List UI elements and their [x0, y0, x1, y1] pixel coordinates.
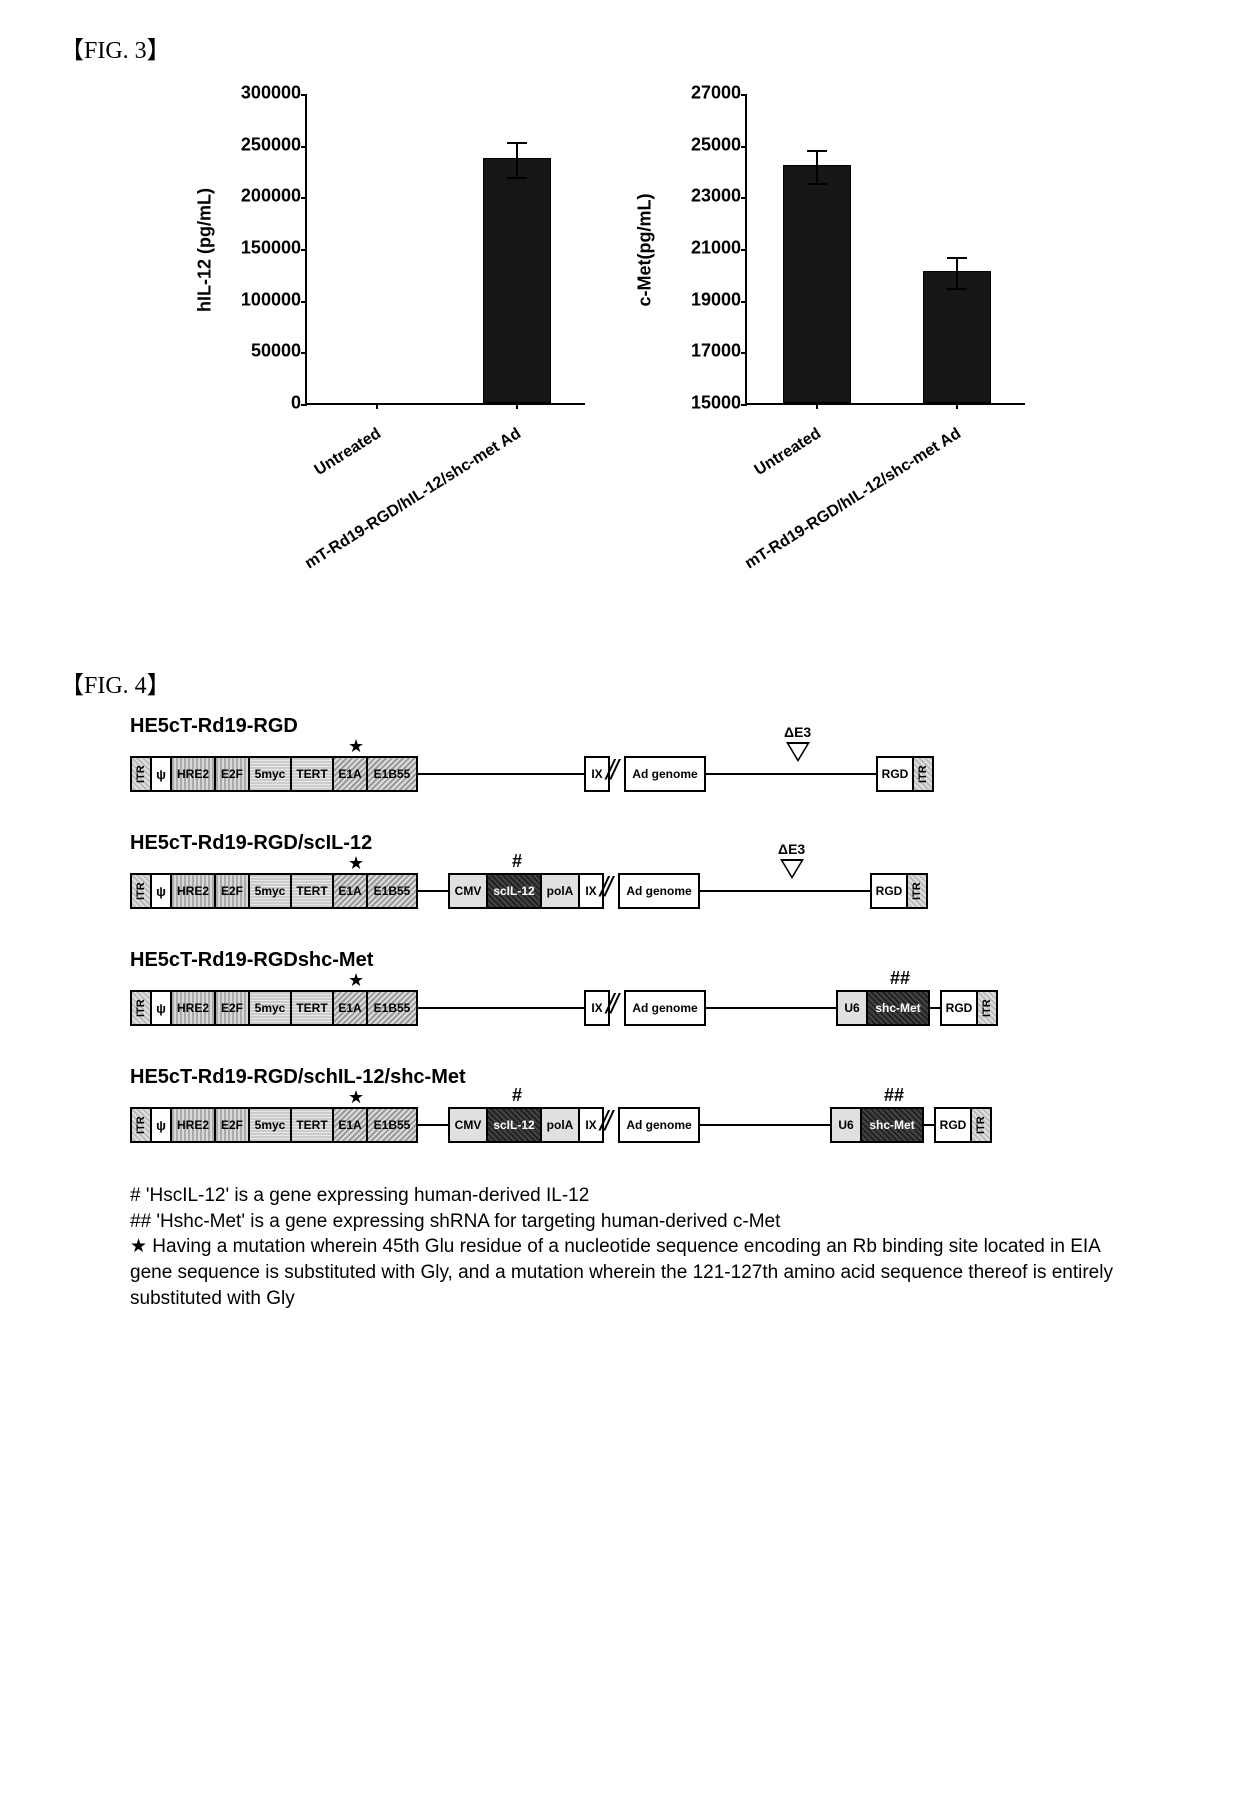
fig4-constructs: HE5cT-Rd19-RGDITRψHRE2E2F5mycTERTE1A★E1B…: [60, 715, 1180, 1155]
chart-hil12: 050000100000150000200000250000300000hIL-…: [185, 85, 605, 605]
fig3-label: 【FIG. 3】: [60, 30, 1180, 65]
chart-cmet: 15000170001900021000230002500027000c-Met…: [635, 85, 1055, 605]
footnote-line: # 'HscIL-12' is a gene expressing human-…: [130, 1183, 1140, 1209]
footnote-line: ★ Having a mutation wherein 45th Glu res…: [130, 1234, 1140, 1311]
footnote-line: ## 'Hshc-Met' is a gene expressing shRNA…: [130, 1209, 1140, 1235]
fig4-label: 【FIG. 4】: [60, 665, 1180, 700]
fig3-charts: 050000100000150000200000250000300000hIL-…: [60, 85, 1180, 605]
fig4-footnotes: # 'HscIL-12' is a gene expressing human-…: [60, 1183, 1180, 1311]
